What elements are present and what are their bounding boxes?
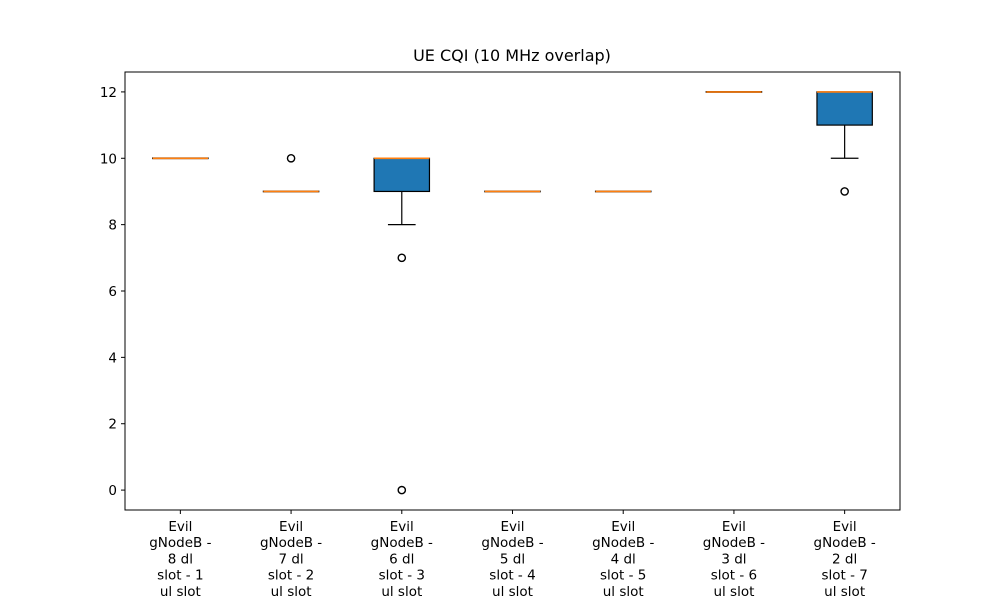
box-group [373, 157, 431, 495]
plot-frame [124, 71, 901, 511]
x-tick-label-line: 5 dl [500, 551, 525, 567]
x-tick-label-line: slot - 2 [268, 568, 314, 584]
x-tick-label-line: slot - 3 [379, 568, 425, 584]
y-tick-label: 6 [108, 284, 117, 300]
x-tick-label: Evil gNodeB -7 dl slot - 2 ul slot [260, 519, 322, 600]
outlier-point [286, 153, 296, 163]
x-tick-label: Evil gNodeB -3 dl slot - 6 ul slot [703, 519, 765, 600]
x-tick-label-line: Evil [279, 519, 303, 535]
box [373, 157, 431, 193]
x-tick-label-line: gNodeB - [371, 535, 433, 551]
x-tick-label-line: Evil [611, 519, 635, 535]
x-tick-label-line: Evil [722, 519, 746, 535]
x-tick-label-line: gNodeB - [149, 535, 211, 551]
y-tick-label: 0 [108, 483, 117, 499]
outlier-point [840, 187, 849, 196]
outlier-point [397, 485, 407, 495]
y-tick-label: 4 [108, 350, 117, 366]
x-tick-label-line: slot - 7 [821, 568, 867, 584]
x-tick-label-line: slot - 5 [600, 568, 646, 584]
box-group [816, 91, 873, 196]
x-tick-label-line: gNodeB - [592, 535, 654, 551]
x-tick-label-line: 3 dl [721, 551, 746, 567]
x-tick-label-line: ul slot [824, 584, 865, 600]
x-tick-label-line: Evil [390, 519, 414, 535]
x-tick-label: Evil gNodeB -5 dl slot - 4 ul slot [481, 519, 543, 600]
x-tick-label-line: gNodeB - [260, 535, 322, 551]
x-tick-label-line: ul slot [381, 584, 422, 600]
x-tick-label-line: ul slot [603, 584, 644, 600]
box-group [152, 157, 209, 160]
x-tick-label-line: 4 dl [611, 551, 636, 567]
outlier-point [397, 253, 407, 263]
x-tick-label-line: slot - 6 [711, 568, 757, 584]
y-tick-label: 10 [100, 151, 117, 167]
x-tick-label-line: Evil [168, 519, 192, 535]
plot-marks [152, 91, 873, 495]
box-group [484, 190, 541, 193]
x-tick-label-line: slot - 1 [157, 568, 203, 584]
x-tick-label-line: Evil [500, 519, 524, 535]
x-tick-label-line: 6 dl [389, 551, 414, 567]
x-tick-label-line: 8 dl [168, 551, 193, 567]
x-tick-label-line: slot - 4 [489, 568, 535, 584]
x-tick-label-line: ul slot [160, 584, 201, 600]
box-group [262, 153, 320, 193]
x-tick-label: Evil gNodeB -8 dl slot - 1 ul slot [149, 519, 211, 600]
x-tick-label: Evil gNodeB -4 dl slot - 5 ul slot [592, 519, 654, 600]
x-tick-label-line: ul slot [713, 584, 754, 600]
x-tick-label-line: gNodeB - [814, 535, 876, 551]
x-tick-label-line: 2 dl [832, 551, 857, 567]
y-tick-label: 2 [108, 417, 117, 433]
chart-title: UE CQI (10 MHz overlap) [413, 46, 611, 65]
x-tick-label-line: Evil [833, 519, 857, 535]
box-group [594, 190, 652, 193]
x-tick-label-line: ul slot [271, 584, 312, 600]
x-tick-label-line: 7 dl [278, 551, 303, 567]
x-tick-label-line: gNodeB - [481, 535, 543, 551]
box [816, 91, 873, 126]
x-tick-label: Evil gNodeB -2 dl slot - 7 ul slot [814, 519, 876, 600]
x-tick-label-line: ul slot [492, 584, 533, 600]
y-tick-label: 8 [108, 218, 117, 234]
y-tick-label: 12 [100, 85, 117, 101]
x-tick-label: Evil gNodeB -6 dl slot - 3 ul slot [371, 519, 433, 600]
box-group [705, 91, 763, 93]
x-tick-label-line: gNodeB - [703, 535, 765, 551]
